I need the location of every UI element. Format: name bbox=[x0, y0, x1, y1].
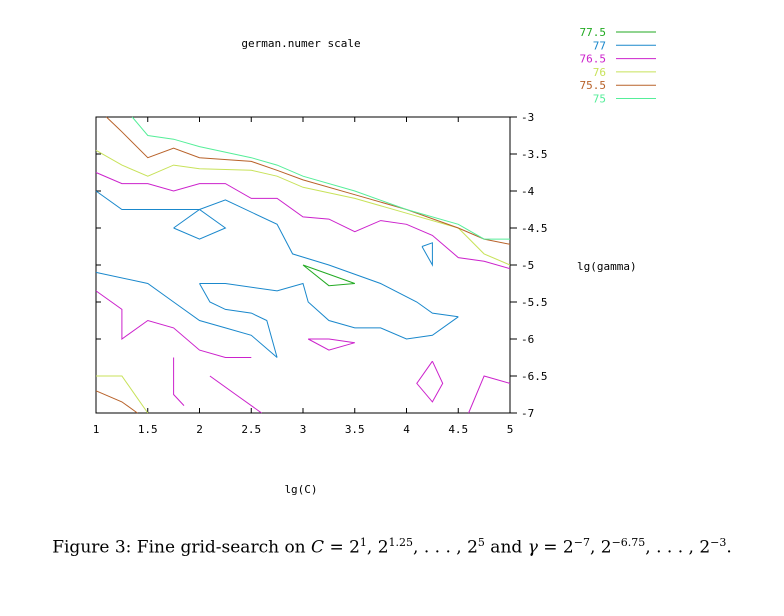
caption-gamma-exp-2: −6.75 bbox=[611, 536, 646, 549]
caption-c-exp-2: 1.25 bbox=[388, 536, 414, 549]
x-tick-label: 3.5 bbox=[345, 423, 365, 436]
contour-line bbox=[199, 283, 278, 358]
contour-line bbox=[416, 360, 444, 403]
caption-c-var: C bbox=[311, 537, 325, 558]
x-axis: 1 1.5 2 2.5 3 3.5 4 4.5 5 bbox=[93, 117, 514, 436]
contour-level-77.5 bbox=[302, 264, 355, 287]
caption-gamma-var: γ bbox=[527, 537, 538, 558]
y-tick-label: -6.5 bbox=[521, 370, 548, 383]
x-tick-label: 1 bbox=[93, 423, 100, 436]
y-tick-label: -3 bbox=[521, 111, 534, 124]
contour-line bbox=[173, 208, 227, 240]
y-tick-label: -4.5 bbox=[521, 222, 548, 235]
figure-caption: Figure 3: Fine grid-search on C = 21, 21… bbox=[0, 536, 784, 558]
caption-gamma-eq: = 2 bbox=[537, 537, 574, 558]
contour-line bbox=[95, 290, 252, 358]
y-tick-label: -5.5 bbox=[521, 296, 548, 309]
legend-label: 77 bbox=[593, 39, 606, 52]
legend-label: 76 bbox=[593, 66, 606, 79]
contour-line bbox=[95, 190, 459, 318]
contour-line bbox=[307, 338, 355, 351]
caption-end: . bbox=[726, 537, 732, 558]
caption-prefix: Figure 3: Fine grid-search on bbox=[52, 537, 312, 558]
caption-gamma-exp-3: −3 bbox=[710, 536, 727, 549]
contour-line bbox=[95, 172, 511, 270]
y-tick-label: -3.5 bbox=[521, 148, 548, 161]
y-axis-label: lg(gamma) bbox=[577, 260, 637, 273]
x-tick-label: 3 bbox=[300, 423, 307, 436]
caption-gamma-mid: , 2 bbox=[589, 537, 612, 558]
x-tick-label: 4.5 bbox=[448, 423, 468, 436]
contour-level-76 bbox=[95, 149, 511, 414]
contour-line bbox=[209, 375, 262, 414]
caption-c-exp-3: 5 bbox=[477, 536, 485, 549]
x-axis-label: lg(C) bbox=[284, 483, 317, 496]
contour-line bbox=[95, 149, 511, 266]
contour-line bbox=[199, 282, 459, 340]
x-tick-label: 2.5 bbox=[241, 423, 261, 436]
caption-c-exp-1: 1 bbox=[359, 536, 367, 549]
contour-line bbox=[421, 242, 433, 267]
legend-label: 75.5 bbox=[580, 79, 607, 92]
y-tick-label: -5 bbox=[521, 259, 534, 272]
x-tick-label: 5 bbox=[507, 423, 514, 436]
contour-level-75 bbox=[131, 116, 510, 240]
legend-label: 75 bbox=[593, 93, 606, 106]
contour-level-76.5 bbox=[95, 172, 511, 414]
contour-line bbox=[173, 357, 185, 406]
contour-line bbox=[95, 271, 278, 358]
contour-level-77 bbox=[95, 190, 459, 358]
contour-line bbox=[95, 390, 138, 414]
contour-series bbox=[95, 116, 511, 414]
contour-line bbox=[131, 116, 510, 240]
y-axis: -3 -3.5 -4 -4.5 -5 -5.5 -6 -6.5 -7 bbox=[96, 111, 548, 420]
caption-and: and bbox=[484, 537, 528, 558]
x-tick-label: 2 bbox=[196, 423, 203, 436]
x-tick-label: 1.5 bbox=[138, 423, 158, 436]
caption-gamma-exp-1: −7 bbox=[573, 536, 590, 549]
legend-label: 76.5 bbox=[580, 53, 607, 66]
legend-label: 77.5 bbox=[580, 26, 607, 39]
caption-c-dots: , . . . , 2 bbox=[413, 537, 478, 558]
contour-line bbox=[302, 264, 355, 287]
contour-level-75.5 bbox=[95, 116, 511, 414]
caption-gamma-dots: , . . . , 2 bbox=[645, 537, 711, 558]
contour-line bbox=[106, 116, 511, 245]
contour-line bbox=[468, 375, 511, 414]
y-tick-label: -7 bbox=[521, 407, 534, 420]
x-tick-label: 4 bbox=[403, 423, 410, 436]
y-tick-label: -6 bbox=[521, 333, 534, 346]
contour-line bbox=[96, 375, 149, 414]
chart-title: german.numer scale bbox=[241, 37, 360, 50]
caption-c-eq: = 2 bbox=[324, 537, 360, 558]
caption-c-mid: , 2 bbox=[366, 537, 389, 558]
y-tick-label: -4 bbox=[521, 185, 535, 198]
